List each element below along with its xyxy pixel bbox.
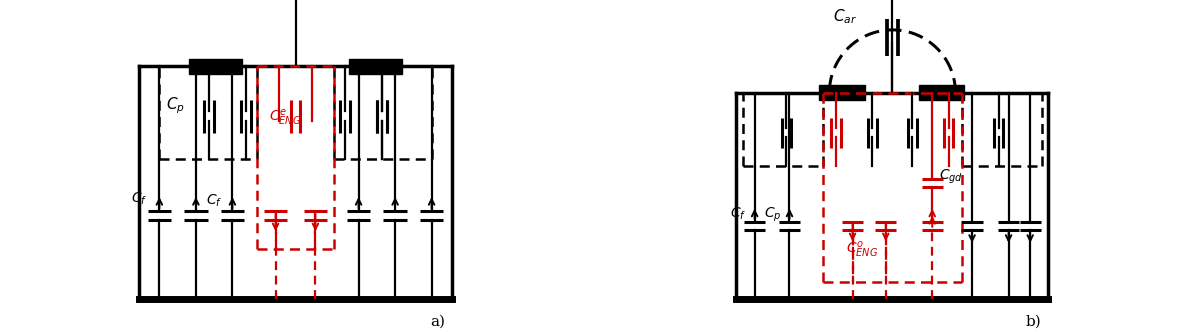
Text: $C_{ar}$: $C_{ar}$	[832, 7, 857, 26]
Text: $C^o_{ENG}$: $C^o_{ENG}$	[846, 240, 878, 260]
Text: $C_f$: $C_f$	[206, 192, 222, 208]
Text: $C^e_{ENG}$: $C^e_{ENG}$	[269, 108, 301, 127]
Text: b): b)	[1026, 314, 1041, 328]
Bar	[189, 59, 242, 74]
Bar	[918, 85, 965, 100]
Text: $C_f$: $C_f$	[730, 206, 746, 222]
Bar	[819, 85, 864, 100]
Text: $C_{gd}$: $C_{gd}$	[939, 167, 963, 186]
Text: $C_p$: $C_p$	[165, 96, 184, 116]
Text: $C_f$: $C_f$	[131, 191, 148, 207]
Bar	[349, 59, 402, 74]
Text: a): a)	[430, 314, 444, 328]
Text: $C_p$: $C_p$	[764, 206, 781, 224]
